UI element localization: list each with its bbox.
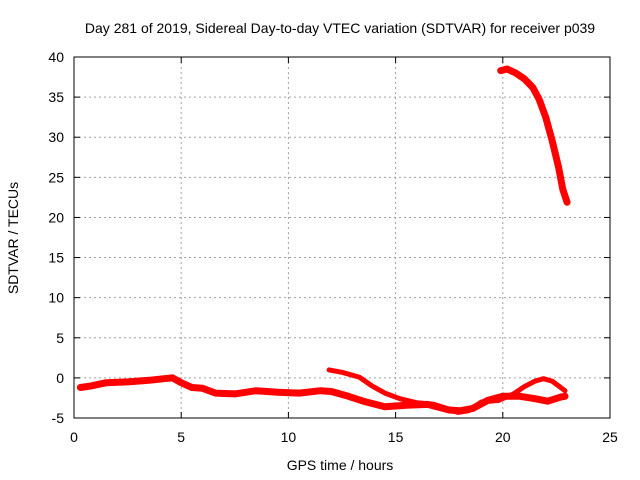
grid <box>74 57 610 418</box>
y-tick-label: 40 <box>48 49 64 65</box>
y-axis-label: SDTVAR / TECUs <box>5 182 21 294</box>
x-axis-label: GPS time / hours <box>287 457 394 473</box>
x-tick-labels: 0 5 10 15 20 25 <box>70 429 618 445</box>
y-tick-label: 15 <box>48 250 64 266</box>
y-tick-label: 30 <box>48 129 64 145</box>
y-tick-labels: -5 0 5 10 15 20 25 30 35 40 <box>48 49 64 426</box>
series-line-track-a <box>76 374 569 415</box>
series-line-track-b <box>326 367 568 415</box>
x-tick-label: 0 <box>70 429 78 445</box>
y-tick-label: 0 <box>56 370 64 386</box>
y-tick-label: 5 <box>56 330 64 346</box>
y-tick-label: 20 <box>48 209 64 225</box>
x-tick-label: 25 <box>602 429 618 445</box>
x-tick-label: 15 <box>388 429 404 445</box>
y-tick-label: 10 <box>48 290 64 306</box>
x-tick-label: 20 <box>495 429 511 445</box>
axis-ticks <box>73 56 611 419</box>
y-tick-label: 35 <box>48 89 64 105</box>
x-tick-label: 5 <box>177 429 185 445</box>
plot-frame <box>73 56 611 419</box>
series-line-track-c <box>497 65 571 206</box>
chart-title: Day 281 of 2019, Sidereal Day-to-day VTE… <box>85 20 595 36</box>
x-tick-label: 10 <box>281 429 297 445</box>
y-tick-label: 25 <box>48 169 64 185</box>
y-tick-label: -5 <box>52 410 65 426</box>
data-series <box>76 65 571 415</box>
